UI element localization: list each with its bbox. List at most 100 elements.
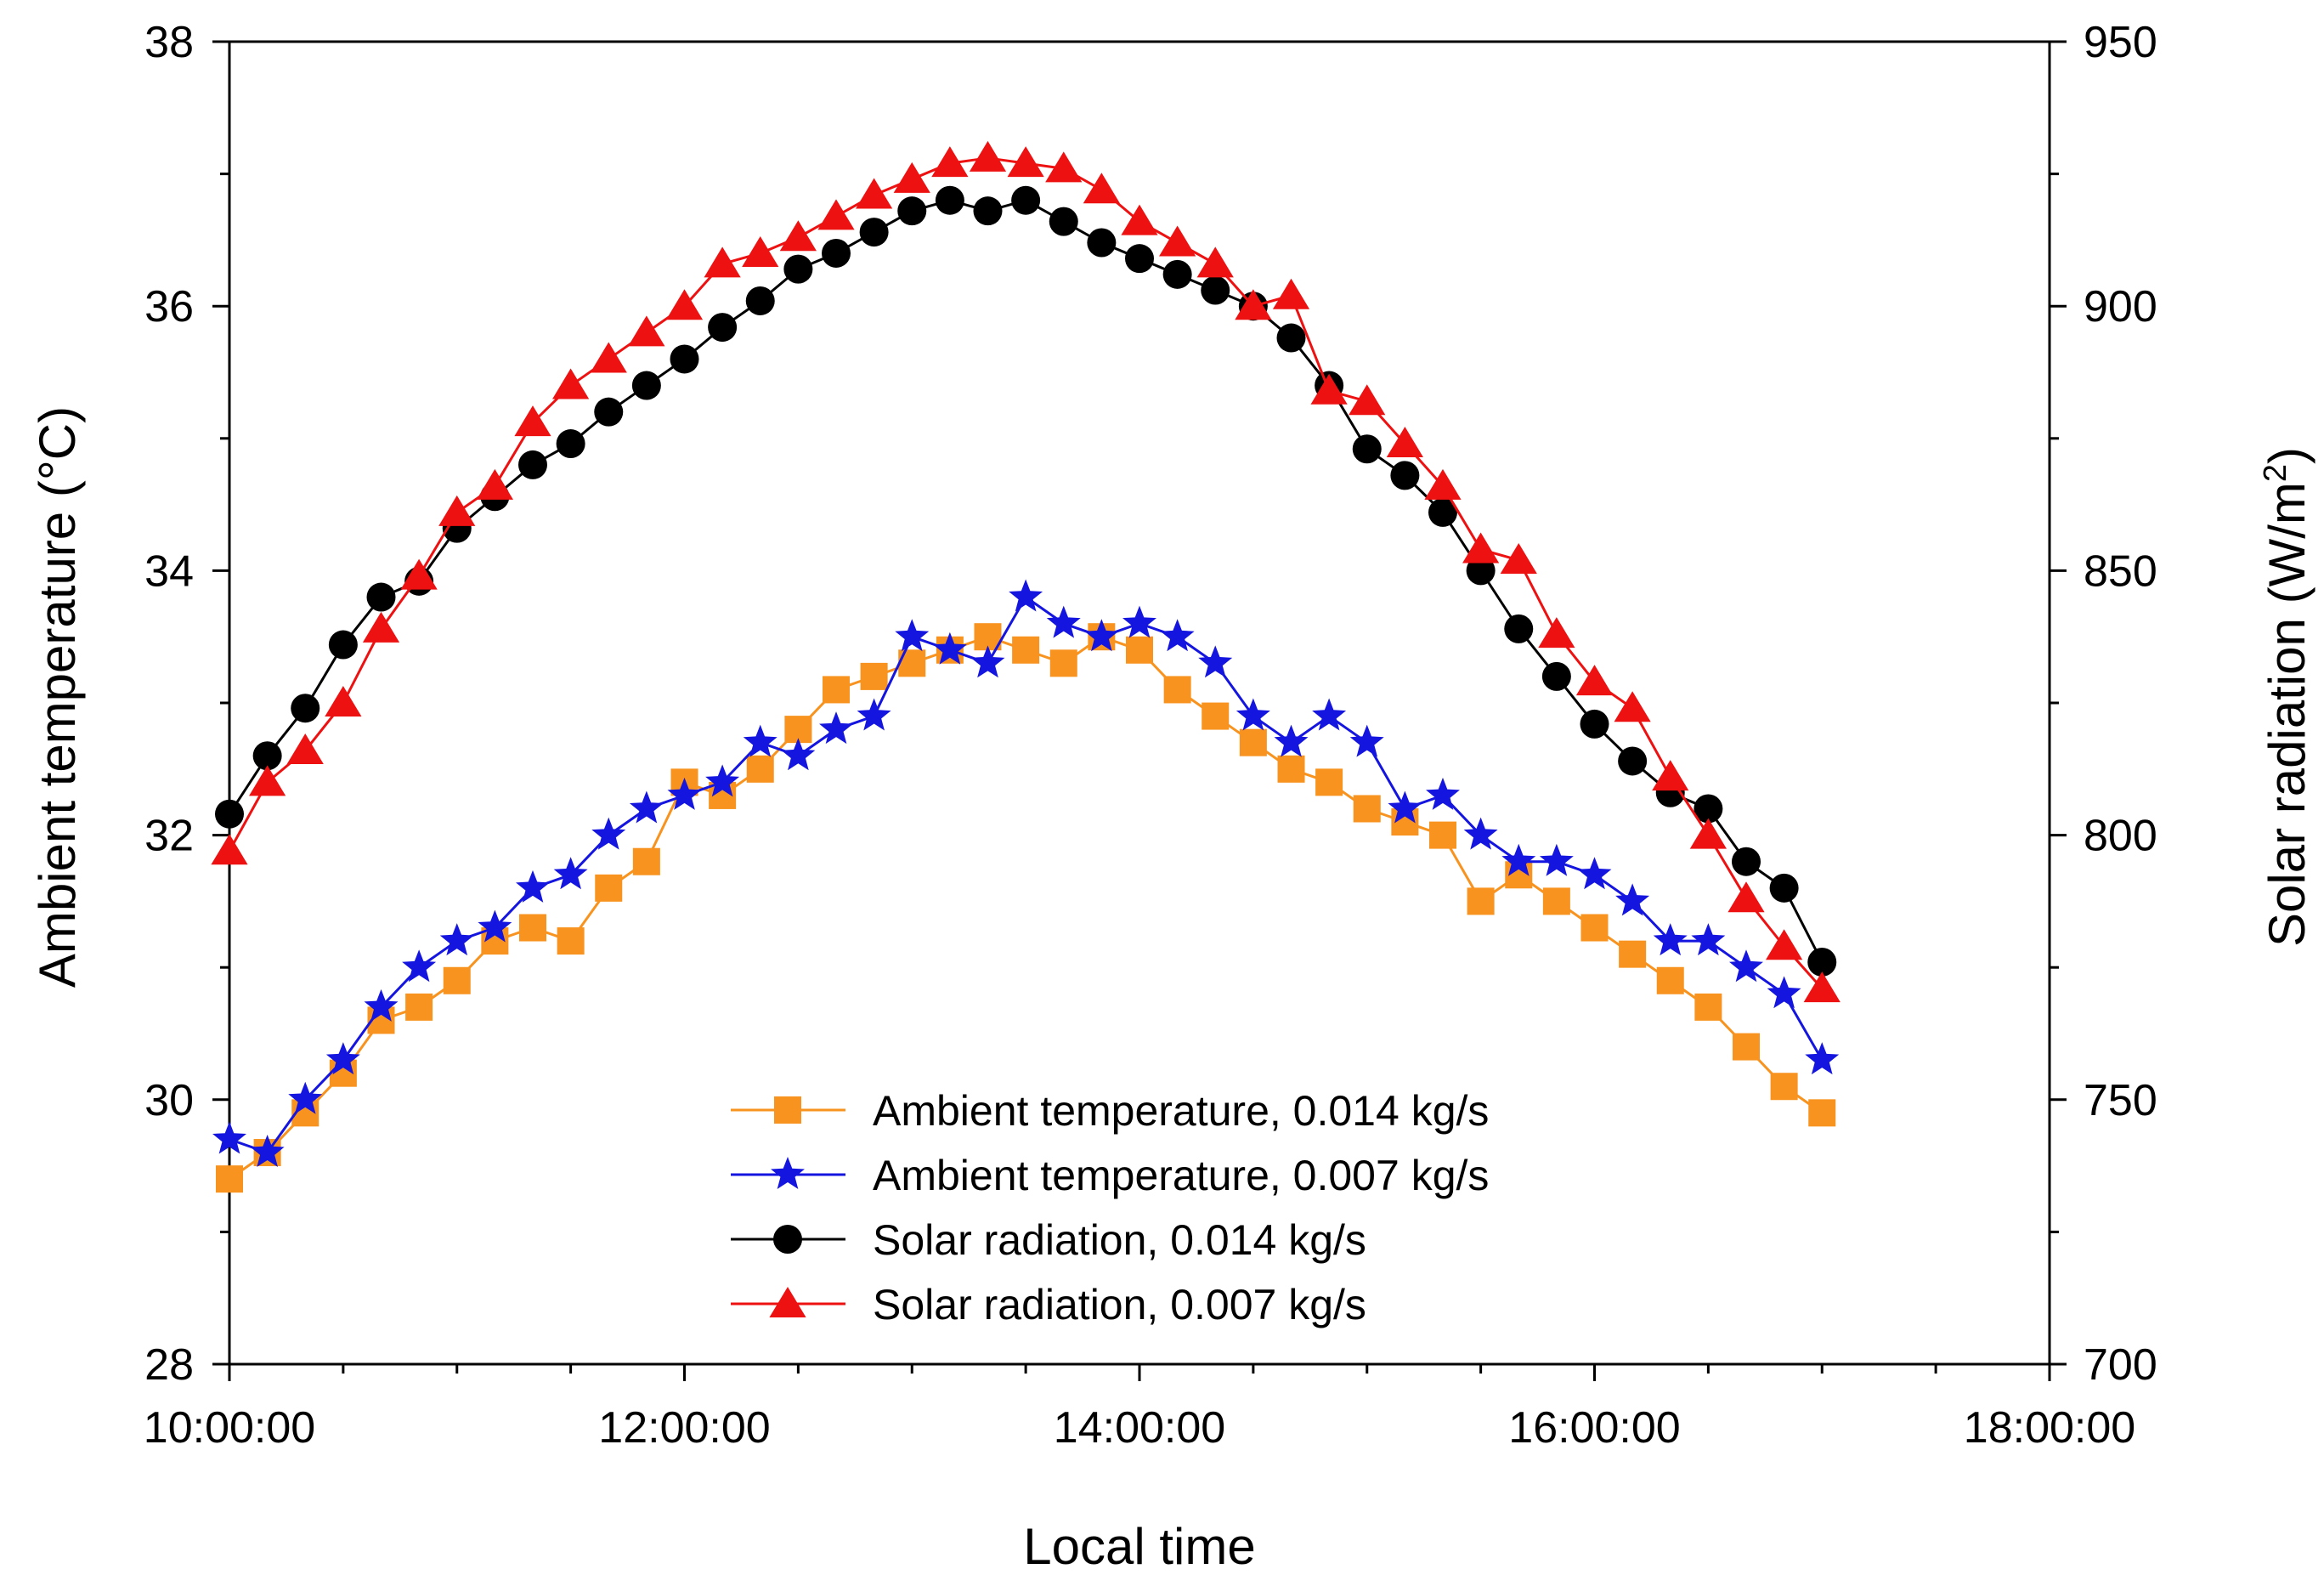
data-point	[1390, 461, 1420, 490]
data-point	[518, 914, 546, 942]
data-point	[817, 199, 855, 230]
data-point	[1163, 676, 1191, 704]
legend: Ambient temperature, 0.014 kg/s Ambient t…	[731, 1087, 1489, 1328]
data-point	[439, 923, 474, 956]
x-tick-label: 16:00:00	[1508, 1403, 1680, 1453]
y-axis-right-title-sup: 2	[2258, 464, 2293, 482]
legend-label: Ambient temperature, 0.007 kg/s	[873, 1152, 1489, 1199]
data-point	[1466, 556, 1496, 586]
data-point	[783, 254, 813, 284]
y-right-tick-label: 700	[2084, 1340, 2157, 1390]
data-point	[1652, 760, 1689, 791]
data-point	[628, 315, 665, 347]
data-point	[1727, 881, 1765, 913]
data-point	[438, 495, 476, 526]
data-point	[1424, 468, 1462, 500]
data-point	[249, 765, 286, 796]
data-point	[897, 196, 927, 226]
data-point	[1352, 434, 1382, 464]
x-axis: 10:00:00 12:00:00 14:00:00 16:00:00 18:00:00	[144, 1364, 2135, 1453]
data-point	[362, 611, 400, 643]
data-point	[1580, 709, 1609, 739]
data-point	[1277, 755, 1305, 783]
data-point	[476, 468, 513, 500]
y-axis-right-title-main: Solar radiation (W/m	[2259, 482, 2316, 947]
data-point	[1236, 698, 1270, 731]
data-point	[1615, 883, 1650, 916]
data-point	[708, 313, 738, 343]
legend-label: Ambient temperature, 0.014 kg/s	[873, 1087, 1489, 1135]
data-point	[1580, 914, 1609, 942]
data-point	[1198, 645, 1233, 678]
data-point	[857, 698, 891, 731]
data-point	[1501, 843, 1536, 876]
data-point	[1009, 579, 1043, 612]
data-point	[969, 140, 1007, 172]
data-point	[1767, 976, 1801, 1009]
legend-item: Ambient temperature, 0.007 kg/s	[731, 1152, 1489, 1199]
data-point	[1694, 794, 1723, 824]
data-point	[632, 847, 660, 875]
data-point	[1125, 244, 1154, 274]
data-point	[670, 344, 699, 374]
data-point	[1575, 665, 1614, 696]
data-point	[1614, 691, 1651, 722]
data-point	[1045, 151, 1083, 183]
data-point	[823, 676, 851, 704]
data-point	[1619, 940, 1647, 968]
data-point	[1126, 636, 1153, 664]
data-point	[743, 724, 777, 757]
legend-label: Solar radiation, 0.014 kg/s	[873, 1216, 1366, 1264]
data-point	[405, 993, 433, 1021]
series-2	[212, 579, 1840, 1168]
y-right-tick-label: 950	[2084, 18, 2157, 67]
y-right-tick-label: 850	[2084, 547, 2157, 596]
x-tick-label: 14:00:00	[1054, 1403, 1225, 1453]
data-point	[822, 238, 851, 268]
data-point	[1689, 818, 1727, 849]
data-point	[1315, 768, 1343, 796]
data-point	[1542, 887, 1570, 915]
y-left-tick-label: 38	[144, 18, 194, 67]
data-point	[215, 799, 244, 829]
data-point	[1805, 1042, 1840, 1075]
data-point	[935, 185, 964, 215]
data-point	[1770, 1073, 1798, 1101]
data-point	[1083, 173, 1120, 204]
data-point	[1049, 207, 1078, 236]
data-point	[745, 286, 775, 315]
y-right-tick-label: 800	[2084, 812, 2157, 861]
legend-item: Solar radiation, 0.014 kg/s	[731, 1216, 1366, 1264]
data-point	[1160, 619, 1195, 652]
data-point	[1426, 777, 1460, 810]
data-point	[556, 429, 585, 459]
data-point	[1428, 821, 1456, 849]
data-point	[1046, 605, 1081, 638]
data-point	[1162, 259, 1192, 289]
data-point	[1011, 185, 1041, 215]
data-point	[1656, 966, 1684, 994]
data-point	[1349, 724, 1384, 757]
data-point	[250, 1135, 285, 1168]
data-point	[1733, 1033, 1761, 1061]
data-point	[291, 694, 320, 723]
data-point	[704, 246, 741, 278]
data-point	[594, 397, 624, 427]
data-point	[742, 235, 779, 267]
series-layer	[211, 140, 1841, 1193]
data-point	[781, 738, 816, 771]
data-point	[1386, 427, 1423, 458]
data-point	[1159, 225, 1196, 257]
data-point	[595, 874, 623, 902]
data-point	[252, 741, 282, 771]
data-point	[1803, 971, 1841, 1003]
data-point	[859, 218, 889, 247]
data-point	[1274, 724, 1309, 757]
data-point	[1694, 993, 1722, 1021]
data-point	[819, 711, 853, 745]
data-point	[1202, 702, 1230, 730]
data-point	[288, 1081, 323, 1114]
data-point	[325, 1042, 360, 1075]
data-point	[1312, 698, 1347, 731]
data-point	[1577, 857, 1612, 890]
